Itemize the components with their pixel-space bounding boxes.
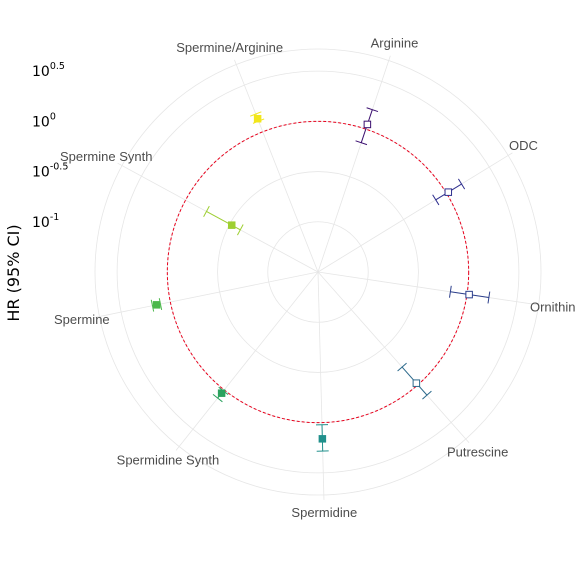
ci-cap-high (457, 178, 466, 190)
category-label: Spermine (54, 312, 110, 327)
grid-circle-4 (94, 48, 542, 496)
ci-cap-low (397, 362, 407, 372)
category-label: Spermine Synth (60, 149, 153, 164)
ci-cap-high (487, 291, 491, 304)
y-tick-label: 100 (32, 111, 56, 130)
reference-circle-layer (166, 120, 470, 424)
grid-spoke-3 (317, 271, 470, 444)
point-marker (217, 389, 226, 397)
grid-spoke-4 (317, 271, 325, 500)
category-label: Putrescine (447, 444, 508, 459)
ci-cap-high (203, 205, 210, 217)
point-group-3 (397, 362, 432, 400)
point-group-6 (150, 298, 163, 312)
point-group-7 (203, 205, 244, 236)
point-marker (152, 301, 161, 309)
point-marker (363, 120, 372, 129)
category-label: Spermidine Synth (117, 453, 220, 468)
category-label: Ornithine (530, 300, 576, 315)
grid-spoke-8 (234, 59, 319, 273)
ci-cap-low (355, 140, 368, 146)
y-tick-label: 10-0.5 (32, 162, 68, 181)
grid-spoke-0 (317, 55, 391, 273)
grid-circle-0 (267, 221, 369, 323)
grid-spoke-2 (317, 271, 544, 307)
grid-circle-3 (116, 70, 520, 474)
grid-spoke-1 (317, 152, 513, 273)
ci-cap-high (150, 299, 155, 312)
y-tick-label: 10-1 (32, 212, 59, 231)
ci-cap-high (366, 107, 379, 113)
category-label-layer: Arginine ODC Ornithine Putrescine Spermidine… (54, 35, 576, 519)
grid-circle-1 (217, 171, 419, 373)
point-group-1 (432, 178, 466, 206)
reference-circle (166, 120, 470, 424)
point-marker (412, 379, 421, 387)
ci-cap-low (158, 298, 163, 311)
category-label: Spermidine (291, 505, 357, 520)
point-group-4 (315, 424, 329, 452)
ci-cap-low (432, 194, 440, 206)
ci-cap-low (448, 285, 452, 298)
point-marker (253, 114, 262, 123)
category-label: ODC (509, 138, 538, 153)
point-group-0 (355, 107, 379, 146)
point-marker (318, 435, 327, 443)
category-label: Spermine/Arginine (176, 40, 283, 55)
ci-cap-high (250, 111, 262, 117)
grid-spoke-5 (175, 271, 319, 451)
ci-cap-high (212, 393, 223, 403)
point-marker (465, 290, 473, 299)
point-group-2 (448, 285, 491, 304)
category-label: Arginine (371, 35, 419, 50)
point-group-8 (250, 111, 265, 124)
polar-grid (94, 48, 544, 500)
ci-cap-low (236, 224, 244, 236)
data-layer (150, 107, 491, 452)
point-group-5 (212, 386, 229, 403)
point-marker (227, 221, 236, 229)
y-axis-title: HR (95% CI) (4, 224, 23, 321)
point-marker (444, 188, 453, 196)
ci-cap-high (422, 390, 432, 400)
grid-spoke-6 (94, 271, 319, 318)
y-tick-layer: 10-1 10-0.5 100 100.5 (32, 61, 68, 231)
y-tick-label: 100.5 (32, 61, 65, 80)
